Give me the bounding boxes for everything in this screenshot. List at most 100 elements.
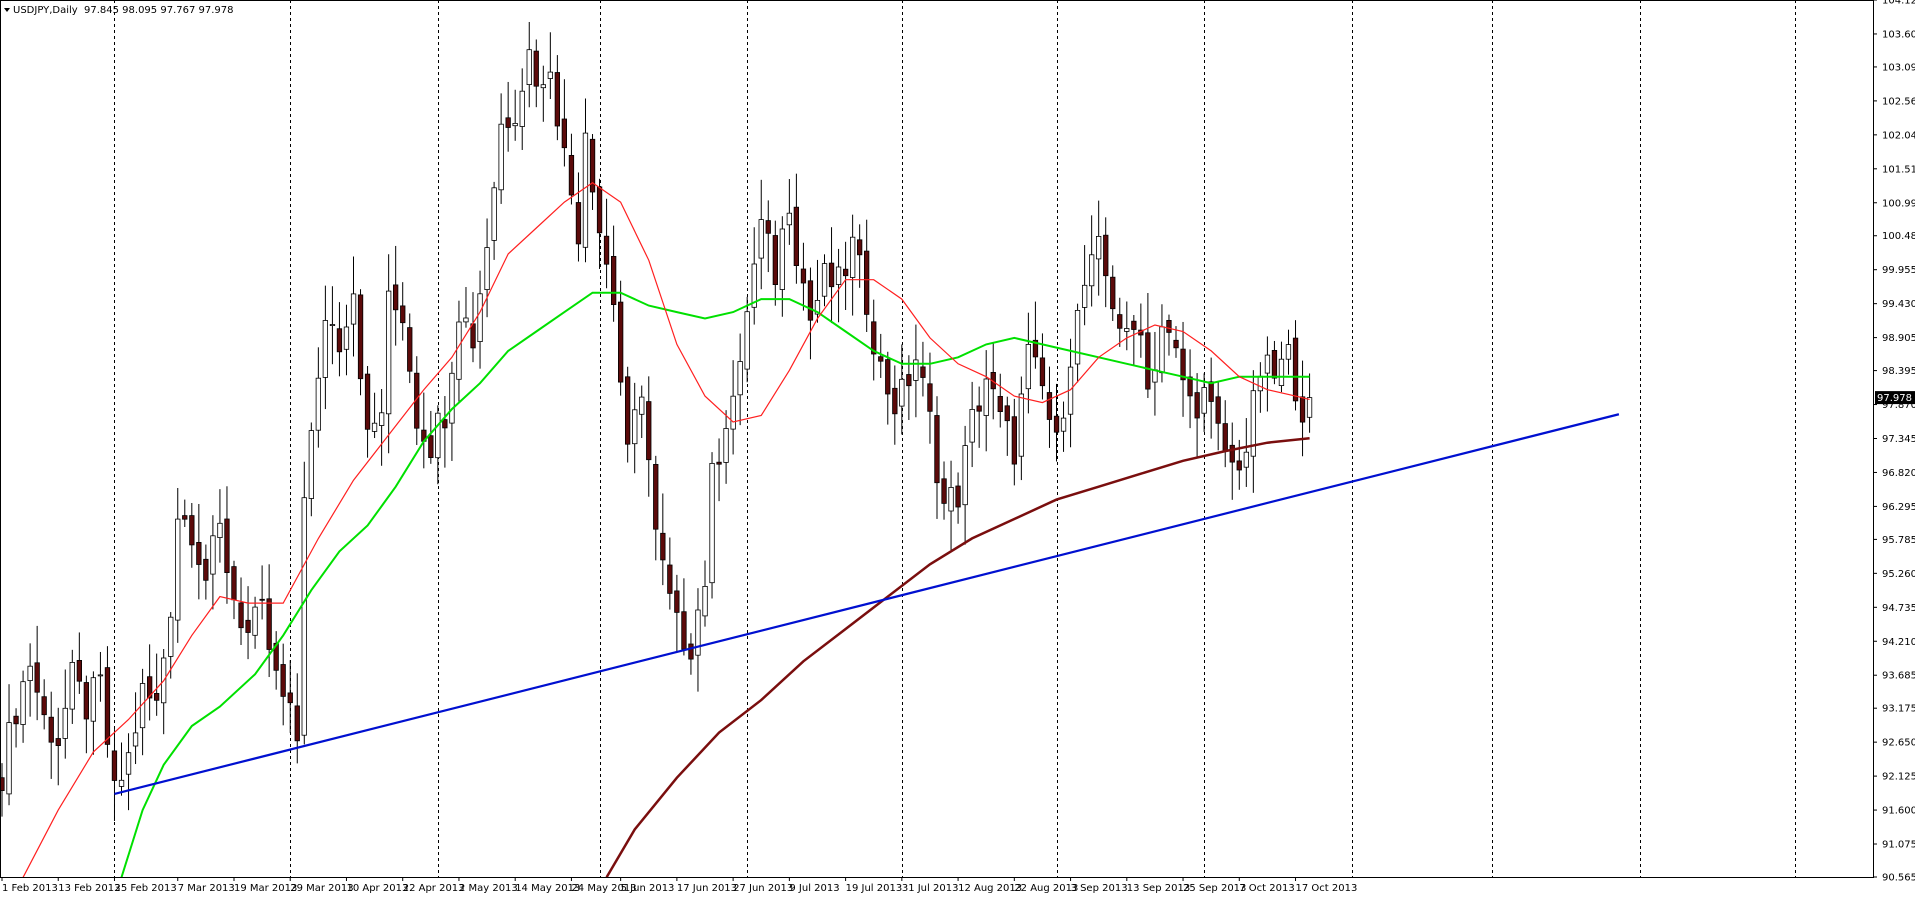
y-tick-label: 98.905 — [1882, 333, 1915, 344]
candle-bull — [913, 359, 919, 381]
candle-bear — [470, 323, 476, 349]
candle-bull — [540, 84, 546, 89]
candle-bear — [1215, 396, 1221, 424]
candle-bear — [41, 696, 47, 716]
x-tick-label: 12 Aug 2013 — [958, 883, 1022, 894]
x-tick-label: 7 Oct 2013 — [1239, 883, 1294, 894]
candle-bear — [48, 716, 54, 743]
candle-bull — [125, 752, 132, 775]
y-tick-label: 102.565 — [1882, 96, 1915, 107]
candle-bull — [329, 324, 336, 327]
y-tick-label: 101.515 — [1882, 164, 1915, 175]
x-tick-label: 27 Jun 2013 — [733, 883, 793, 894]
candle-bear — [625, 376, 631, 445]
candle-bull — [969, 408, 975, 443]
candle-bear — [603, 235, 610, 265]
candle-bear — [1236, 460, 1242, 471]
candle-bear — [611, 255, 617, 305]
candle-bull — [695, 609, 701, 656]
candle-bear — [1110, 276, 1116, 310]
candle-bear — [927, 383, 933, 412]
candle-bull — [385, 290, 392, 415]
candle-bear — [716, 461, 722, 465]
candle-bull — [6, 722, 12, 795]
candle-bear — [807, 280, 814, 321]
candle-bull — [477, 293, 483, 342]
y-tick-label: 103.600 — [1882, 30, 1915, 41]
candle-bull — [1089, 254, 1095, 287]
candle-bear — [1271, 349, 1278, 379]
y-tick-label: 90.565 — [1882, 873, 1915, 884]
y-tick-label: 104.125 — [1882, 0, 1915, 7]
x-tick-label: 25 Sep 2013 — [1183, 883, 1246, 894]
candle-bear — [196, 542, 202, 565]
candle-bear — [1039, 357, 1046, 387]
candle-bear — [34, 662, 40, 693]
x-tick-label: 9 Jul 2013 — [789, 883, 839, 894]
candle-bear — [364, 373, 371, 430]
candle-bull — [498, 123, 504, 191]
candle-bull — [1243, 451, 1249, 468]
candle-bear — [400, 305, 406, 324]
y-axis: 104.125 103.600 103.090 102.565 102.040 101.5… — [1873, 0, 1915, 884]
candle-bear — [357, 294, 364, 380]
candle-bear — [843, 268, 849, 277]
candle-bear — [407, 327, 413, 372]
candle-bear — [800, 268, 807, 284]
ohlc-readout: 97.845 98.095 97.767 97.978 — [84, 5, 234, 16]
candle-bull — [97, 674, 104, 677]
last-price-label: 97.978 — [1877, 393, 1912, 404]
candle-bull — [983, 378, 989, 416]
support-trendline[interactable] — [114, 413, 1620, 795]
candle-bull — [1278, 358, 1285, 387]
x-tick-label: 25 Feb 2013 — [114, 883, 176, 894]
candle-bull — [463, 317, 469, 323]
candle-bear — [224, 518, 230, 573]
y-tick-label: 91.075 — [1882, 840, 1915, 851]
candle-bear — [1032, 339, 1039, 358]
candle-bull — [343, 326, 350, 350]
candle-bear — [231, 566, 237, 601]
candle-bull — [821, 263, 828, 297]
candle-bear — [266, 598, 272, 650]
candle-bull — [814, 299, 821, 315]
triangle-down-icon[interactable] — [4, 8, 10, 12]
candle-bull — [519, 90, 525, 127]
x-tick-label: 29 Mar 2013 — [290, 883, 353, 894]
candle-bear — [828, 262, 835, 288]
candle-bear — [1103, 234, 1109, 277]
y-tick-label: 96.820 — [1882, 468, 1915, 479]
moving-averages — [22, 181, 1310, 878]
candle-bear — [1145, 332, 1151, 390]
candle-bull — [702, 586, 708, 617]
candle-bull — [132, 732, 139, 747]
candle-bull — [1096, 235, 1102, 260]
candle-bull — [547, 71, 553, 79]
candle-bull — [435, 412, 441, 459]
candle-bull — [1285, 344, 1292, 360]
candle-bear — [561, 118, 567, 149]
candle-bear — [596, 186, 603, 234]
candle-bear — [1173, 339, 1179, 349]
candle-bull — [1264, 354, 1271, 374]
candle-bear — [273, 642, 279, 671]
candle-bear — [688, 643, 694, 660]
candle-bear — [765, 220, 771, 234]
candle-bear — [653, 463, 659, 530]
candle-bear — [885, 359, 891, 395]
candle-bull — [252, 606, 258, 636]
candle-bear — [259, 598, 265, 601]
x-tick-label: 17 Oct 2013 — [1296, 883, 1358, 894]
ma-mid-line — [120, 291, 1310, 878]
candle-bear — [660, 532, 666, 561]
candle-bull — [632, 409, 638, 445]
x-tick-label: 10 Apr 2013 — [346, 883, 408, 894]
candle-bull — [175, 518, 181, 621]
candle-bear — [203, 558, 209, 581]
ma-fast-line — [22, 181, 1310, 878]
candle-bull — [491, 187, 497, 241]
candle-bear — [189, 515, 195, 546]
candle-bear — [589, 138, 596, 193]
